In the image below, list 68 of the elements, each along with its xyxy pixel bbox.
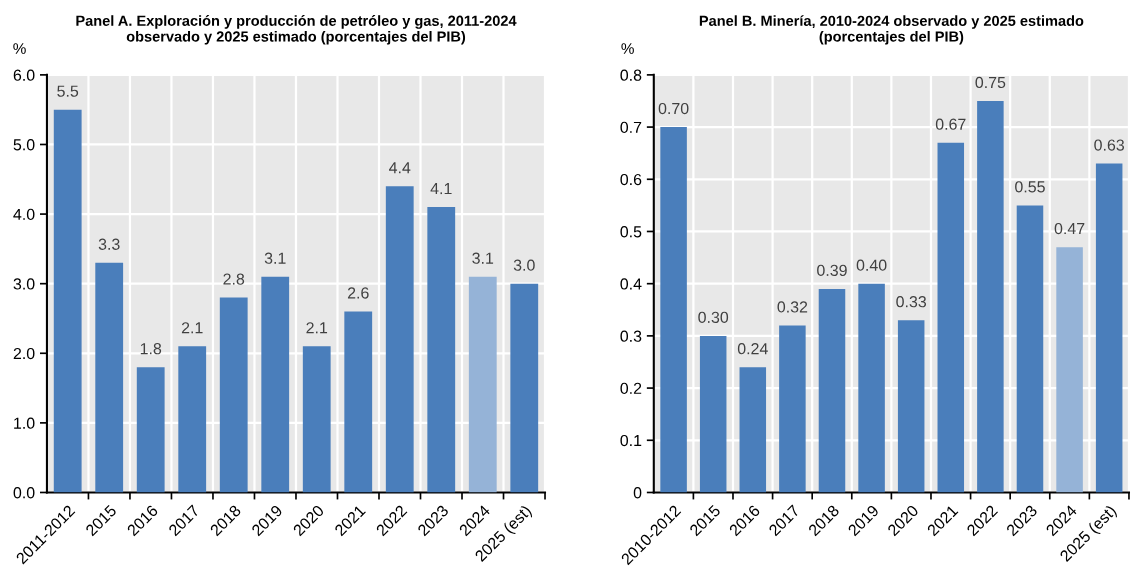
data-label: 1.8	[140, 343, 162, 355]
bar	[427, 207, 456, 493]
data-label: 2.1	[181, 322, 203, 334]
y-tick-label: 4.0	[13, 208, 35, 221]
bar	[779, 325, 806, 493]
bar	[699, 335, 727, 493]
bar	[468, 276, 497, 493]
data-label: 0.39	[817, 264, 847, 277]
y-tick-label: 0.1	[620, 434, 642, 447]
y-tick-label: 3.0	[13, 278, 35, 290]
bar	[344, 311, 373, 493]
data-label: 0.75	[975, 76, 1006, 89]
data-label: 4.1	[430, 183, 452, 195]
y-tick-label: 5.0	[13, 139, 35, 151]
bar	[818, 288, 846, 493]
bar	[977, 100, 1004, 493]
y-axis-title: %	[621, 43, 634, 54]
y-tick-label: 0	[633, 487, 642, 499]
data-label: 0.47	[1054, 222, 1085, 235]
data-label: 0.32	[777, 301, 808, 313]
y-tick-label: 0.2	[620, 382, 642, 395]
bar	[937, 142, 965, 493]
data-label: 0.67	[935, 118, 966, 130]
y-tick-label: 0.8	[620, 69, 642, 81]
chart-title: Panel A. Exploración y producción de petróleo y gas, 2011-2024 observado y 2025 estimado (porcentajes del PIB)	[76, 15, 517, 45]
bar	[302, 346, 331, 493]
data-label: 0.70	[658, 102, 689, 115]
data-label: 3.1	[472, 252, 494, 264]
bar	[1095, 163, 1123, 493]
y-tick-label: 0.7	[620, 121, 642, 134]
data-label: 0.30	[698, 311, 729, 323]
bar	[1016, 205, 1044, 493]
data-label: 0.55	[1015, 181, 1045, 193]
bar	[385, 186, 414, 493]
data-label: 0.33	[896, 296, 927, 308]
y-tick-label: 0.6	[620, 173, 642, 186]
chart-title: Panel B. Minería, 2010-2024 observado y 2025 estimado (porcentajes del PIB)	[699, 15, 1084, 45]
y-tick-label: 0.4	[620, 278, 642, 290]
data-label: 5.5	[57, 85, 79, 97]
bar	[136, 367, 165, 493]
data-label: 3.3	[98, 238, 120, 250]
y-tick-label: 2.0	[13, 347, 35, 360]
bar	[1056, 247, 1083, 493]
y-tick-label: 0.5	[620, 226, 642, 238]
bar	[510, 283, 539, 493]
data-label: 2.1	[306, 322, 328, 334]
y-tick-label: 1.0	[14, 417, 35, 429]
bar	[261, 276, 290, 493]
y-tick-label: 6.0	[13, 69, 35, 81]
bar	[660, 127, 687, 493]
data-label: 0.63	[1094, 139, 1125, 151]
bar	[219, 297, 248, 493]
data-label: 0.40	[856, 259, 887, 271]
y-tick-label: 0.3	[620, 330, 642, 342]
bar	[53, 109, 82, 493]
bar	[897, 320, 925, 493]
data-label: 2.6	[347, 287, 369, 299]
y-tick-label: 0.0	[13, 487, 35, 499]
data-label: 4.4	[389, 162, 411, 174]
data-label: 3.0	[513, 259, 535, 271]
bar	[739, 367, 767, 493]
data-label: 0.24	[737, 343, 768, 355]
bar	[95, 262, 124, 493]
data-label: 3.1	[264, 252, 286, 264]
y-axis-title: %	[13, 43, 26, 54]
bar	[178, 346, 207, 493]
data-label: 2.8	[223, 273, 245, 285]
bar	[858, 283, 885, 493]
